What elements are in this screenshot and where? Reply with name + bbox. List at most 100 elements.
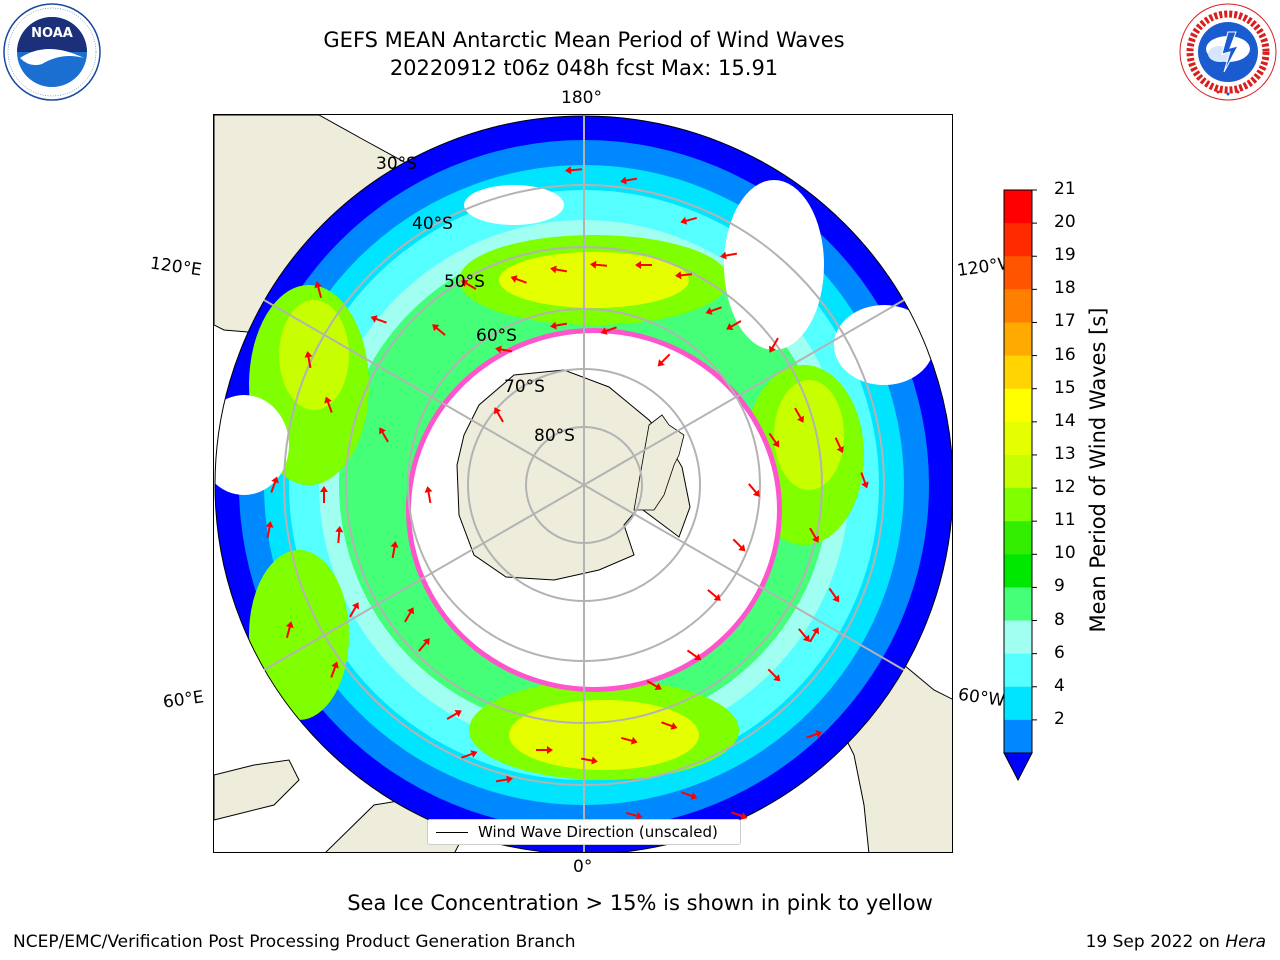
wind-wave-arrow: [732, 538, 746, 552]
polar-map-canvas: 30°S 40°S 50°S 60°S 70°S 80°S: [214, 115, 952, 852]
wind-wave-arrow: [550, 265, 568, 274]
wind-wave-arrow: [330, 661, 339, 678]
colorbar-band: [1004, 521, 1032, 555]
colorbar-band: [1004, 190, 1032, 224]
wind-wave-arrow: [621, 736, 638, 745]
colorbar-tick-label: 12: [1054, 477, 1076, 498]
wave-period-field: [215, 116, 952, 852]
colorbar-band: [1004, 554, 1032, 588]
wind-wave-arrow: [675, 271, 693, 280]
wind-wave-arrow: [794, 407, 804, 423]
wind-wave-arrow: [536, 746, 553, 754]
colorbar-band: [1004, 256, 1032, 290]
wind-wave-arrow: [834, 437, 844, 454]
lat-label-70s: 70°S: [504, 377, 545, 397]
colorbar-tick-label: 9: [1054, 576, 1065, 597]
svg-text:NOAA: NOAA: [31, 26, 73, 41]
colorbar-tick-label: 10: [1054, 543, 1076, 564]
wind-wave-arrow: [304, 351, 313, 369]
colorbar-extend-arrow: [1003, 752, 1033, 782]
wind-wave-direction-arrows: [265, 166, 869, 820]
colorbar-tick-label: 18: [1054, 278, 1076, 299]
sea-ice-footnote: Sea Ice Concentration > 15% is shown in …: [347, 891, 933, 915]
wind-wave-arrow: [270, 476, 279, 493]
colorbar-tick-label: 11: [1054, 510, 1076, 531]
colorbar: [1003, 189, 1037, 782]
colorbar-tick-label: 20: [1054, 212, 1076, 233]
wind-wave-arrow: [349, 602, 359, 618]
generation-date: 19 Sep 2022 on Hera: [1086, 932, 1266, 952]
colorbar-tick-label: 13: [1054, 443, 1076, 464]
wind-wave-arrow: [828, 587, 840, 603]
lat-label-80s: 80°S: [534, 426, 575, 446]
wind-wave-arrow: [494, 407, 504, 423]
colorbar-band: [1004, 686, 1032, 721]
chart-subtitle: 20220912 t06z 048h fcst Max: 15.91: [389, 56, 779, 80]
wind-wave-arrow: [495, 775, 513, 784]
wind-wave-arrow: [661, 721, 678, 730]
colorbar-band: [1004, 355, 1032, 390]
map-legend: Wind Wave Direction (unscaled): [427, 819, 741, 845]
wind-wave-arrow: [768, 432, 780, 448]
legend-label: Wind Wave Direction (unscaled): [478, 823, 718, 841]
wind-wave-arrow: [418, 638, 430, 652]
wind-wave-arrow: [550, 321, 568, 330]
wind-wave-arrow: [335, 526, 344, 544]
wind-wave-arrow: [646, 680, 662, 690]
wind-wave-arrow: [314, 281, 323, 298]
lon-label-60e: 60°E: [161, 687, 206, 713]
wind-wave-arrow: [446, 710, 462, 720]
wind-wave-arrow: [461, 750, 478, 759]
wind-wave-arrow: [680, 216, 697, 225]
wind-wave-arrow: [324, 396, 333, 413]
colorbar-band: [1004, 488, 1032, 522]
wind-wave-arrow: [265, 521, 274, 539]
graticule: [214, 115, 952, 852]
colorbar-tick-label: 8: [1054, 609, 1065, 630]
lat-label-40s: 40°S: [412, 214, 453, 234]
chart-title: GEFS MEAN Antarctic Mean Period of Wind …: [323, 28, 845, 52]
wind-wave-arrow: [379, 427, 389, 443]
wind-wave-arrow: [686, 649, 702, 661]
legend-line-swatch: [436, 832, 468, 833]
colorbar-band: [1004, 289, 1032, 323]
colorbar-bands: [1003, 190, 1033, 782]
wind-wave-arrow: [404, 607, 414, 623]
colorbar-tick-label: 2: [1054, 708, 1065, 729]
wind-wave-arrow: [809, 627, 819, 643]
wind-wave-arrow: [285, 621, 294, 638]
wind-wave-arrow: [626, 811, 643, 820]
colorbar-band: [1004, 322, 1032, 357]
colorbar-label: Mean Period of Wind Waves [s]: [1086, 307, 1110, 633]
wind-wave-arrow: [565, 166, 583, 175]
wind-wave-arrow: [731, 811, 748, 820]
lon-label-120e: 120°E: [148, 253, 203, 281]
producer-credit: NCEP/EMC/Verification Post Processing Pr…: [13, 932, 576, 952]
wind-wave-arrow: [657, 353, 671, 367]
wind-wave-arrow: [748, 483, 760, 497]
wind-wave-arrow: [461, 280, 477, 290]
wind-wave-arrow: [806, 730, 823, 739]
wind-wave-arrow: [798, 628, 810, 642]
colorbar-tick-label: 16: [1054, 344, 1076, 365]
lon-label-180: 180°: [561, 88, 602, 108]
colorbar-tick-label: 19: [1054, 245, 1076, 266]
lat-label-30s: 30°S: [376, 154, 417, 174]
wind-wave-arrow: [390, 541, 399, 559]
wind-wave-arrow: [580, 756, 598, 765]
machine-name: Hera: [1225, 932, 1266, 952]
colorbar-band: [1004, 454, 1032, 489]
wind-wave-arrow: [809, 527, 819, 543]
wind-wave-arrow: [370, 315, 387, 324]
wind-wave-arrow: [600, 326, 617, 335]
wind-wave-arrow: [495, 345, 513, 354]
wind-wave-arrow: [681, 791, 698, 800]
wind-wave-arrow: [510, 275, 527, 284]
colorbar-band: [1004, 388, 1032, 423]
wind-wave-arrow: [590, 260, 608, 269]
lat-label-60s: 60°S: [476, 326, 517, 346]
lat-label-50s: 50°S: [444, 272, 485, 292]
wind-wave-arrow: [860, 472, 869, 489]
colorbar-band: [1004, 719, 1032, 754]
wind-wave-arrow: [707, 589, 721, 601]
